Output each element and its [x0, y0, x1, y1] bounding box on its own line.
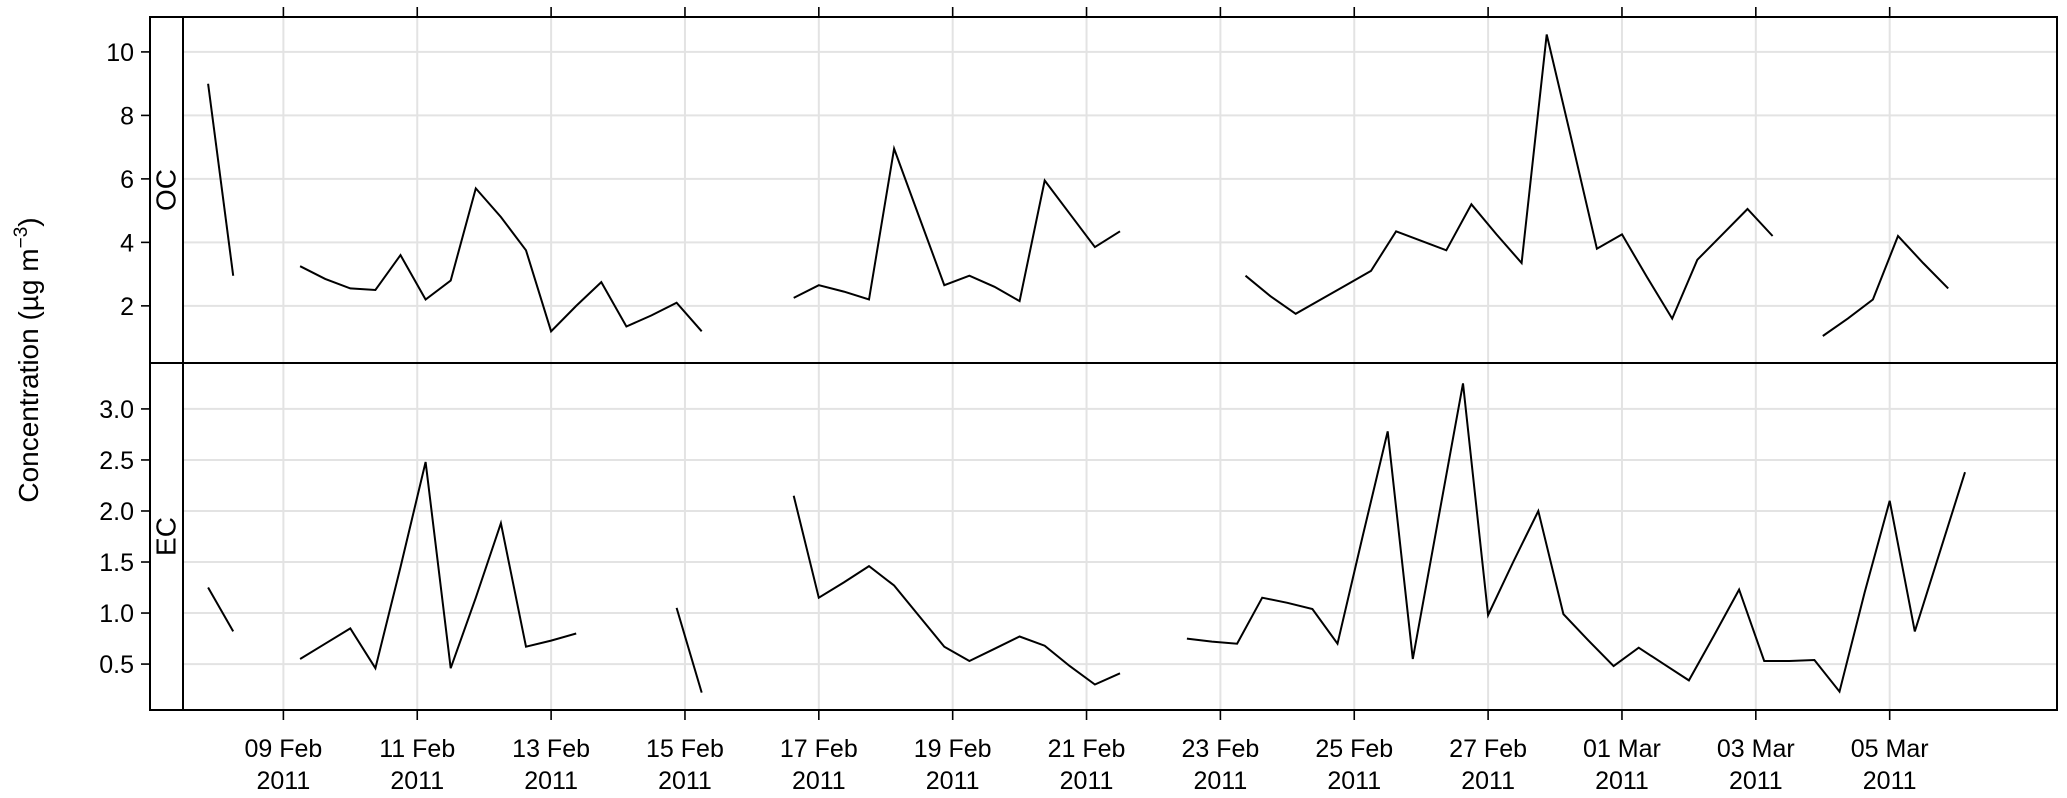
- x-tick-label-year: 2011: [1595, 767, 1649, 793]
- x-tick-label-year: 2011: [390, 767, 444, 793]
- x-tick-label-day: 19 Feb: [914, 735, 992, 763]
- x-tick-label-year: 2011: [1327, 767, 1381, 793]
- x-tick-label-year: 2011: [1863, 767, 1917, 793]
- x-tick-label-day: 01 Mar: [1583, 735, 1661, 763]
- x-tick-label-day: 13 Feb: [512, 735, 590, 763]
- series-line-oc: [1244, 34, 1774, 321]
- strip-label-oc: OC: [151, 169, 182, 211]
- series-line-oc: [207, 83, 235, 276]
- x-tick-label-year: 2011: [1461, 767, 1515, 793]
- x-tick-label-day: 21 Feb: [1048, 735, 1126, 763]
- y-tick-label-ec: 1.0: [99, 600, 134, 628]
- x-tick-label-year: 2011: [257, 767, 311, 793]
- y-axis-label-superscript: −3: [11, 227, 32, 249]
- y-tick-label-oc: 8: [120, 102, 134, 130]
- y-tick-label-ec: 3.0: [99, 396, 134, 424]
- x-tick-label-year: 2011: [792, 767, 846, 793]
- y-tick-label-ec: 2.5: [99, 447, 134, 475]
- x-tick-label-year: 2011: [658, 767, 712, 793]
- y-tick-label-oc: 2: [120, 293, 134, 321]
- x-tick-label-year: 2011: [926, 767, 980, 793]
- x-tick-label-day: 27 Feb: [1449, 735, 1527, 763]
- series-line-ec: [1186, 383, 1966, 694]
- x-tick-label-year: 2011: [524, 767, 578, 793]
- x-tick-label-year: 2011: [1729, 767, 1783, 793]
- x-tick-label-day: 09 Feb: [244, 735, 322, 763]
- y-tick-label-oc: 4: [120, 229, 134, 257]
- x-tick-label-year: 2011: [1060, 767, 1114, 793]
- y-axis-label-close: ): [13, 217, 44, 226]
- x-tick-label-day: 17 Feb: [780, 735, 858, 763]
- series-line-oc: [793, 144, 1121, 303]
- series-line-ec: [299, 461, 577, 671]
- x-tick-label-day: 25 Feb: [1315, 735, 1393, 763]
- y-tick-label-oc: 6: [120, 166, 134, 194]
- y-tick-label-ec: 1.5: [99, 549, 134, 577]
- x-tick-label-day: 11 Feb: [379, 735, 455, 763]
- y-tick-label-oc: 10: [106, 39, 134, 67]
- strip-label-ec: EC: [151, 517, 182, 556]
- y-axis-label-main: Concentration (µg m: [13, 248, 44, 502]
- series-line-ec: [675, 607, 703, 693]
- x-tick-label-year: 2011: [1194, 767, 1248, 793]
- x-tick-label-day: 23 Feb: [1181, 735, 1259, 763]
- series-line-oc: [1822, 234, 1949, 337]
- y-axis-label: Concentration (µg m−3): [11, 217, 44, 502]
- series-line-ec: [792, 495, 1121, 686]
- x-tick-label-day: 03 Mar: [1717, 735, 1795, 763]
- series-line-ec: [207, 587, 235, 632]
- y-tick-label-ec: 0.5: [99, 651, 134, 679]
- y-tick-label-ec: 2.0: [99, 498, 134, 526]
- x-tick-label-day: 05 Mar: [1851, 735, 1929, 763]
- x-tick-label-day: 15 Feb: [646, 735, 724, 763]
- series-line-oc: [299, 186, 703, 334]
